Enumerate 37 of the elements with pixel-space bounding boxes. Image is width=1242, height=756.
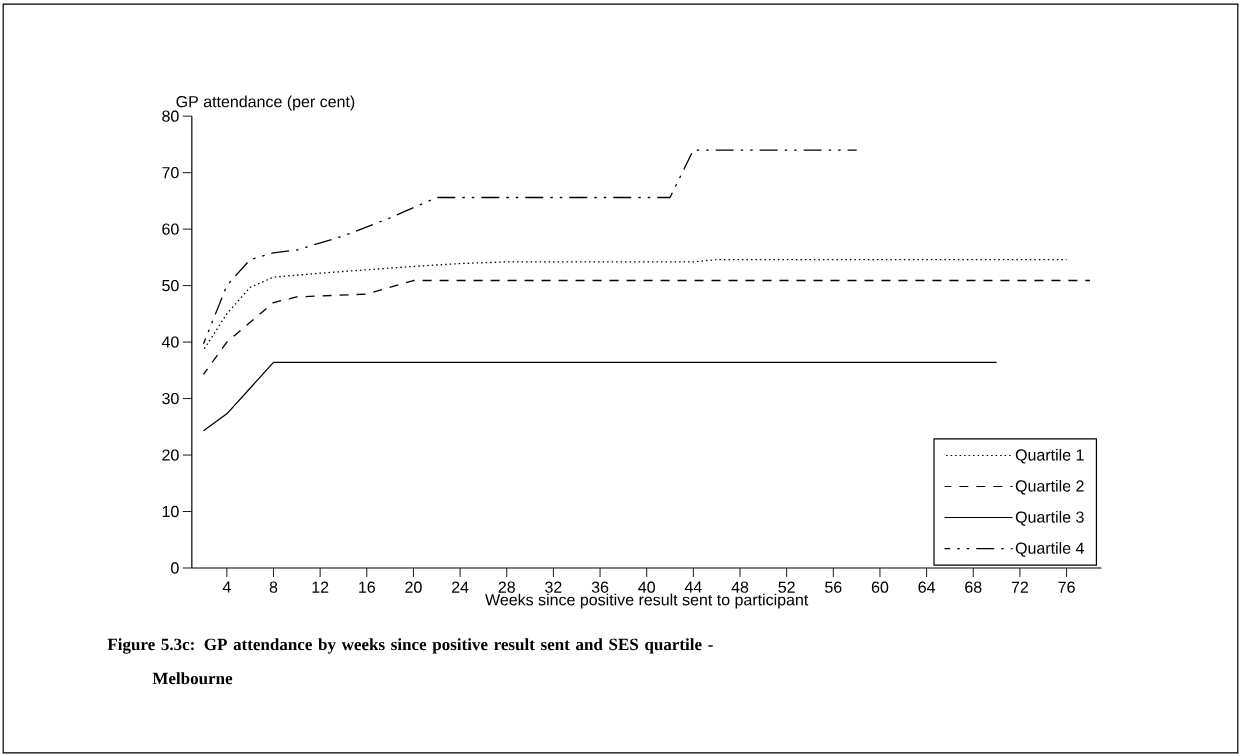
- x-tick-label: 48: [731, 581, 749, 593]
- y-tick-label: 10: [162, 505, 179, 518]
- x-tick-label: 20: [405, 581, 422, 593]
- y-tick-label: 50: [162, 279, 179, 292]
- legend-label: Quartile 2: [1015, 479, 1084, 495]
- x-tick-label: 4: [222, 581, 231, 593]
- x-tick-label: 40: [638, 581, 655, 593]
- legend-label: Quartile 4: [1015, 542, 1084, 557]
- x-tick-label: 44: [684, 581, 702, 593]
- y-tick-label: 20: [162, 449, 179, 461]
- y-axis-title: GP attendance (per cent): [176, 95, 355, 111]
- line-series: [202, 279, 1091, 375]
- line-series: [202, 149, 858, 345]
- x-tick-label: 16: [359, 581, 375, 593]
- x-tick-label: 52: [778, 581, 795, 593]
- x-tick-label: 76: [1058, 581, 1075, 593]
- x-tick-label: 72: [1011, 581, 1029, 593]
- legend-label: Quartile 3: [1015, 510, 1084, 526]
- y-tick-label: 30: [162, 392, 179, 405]
- y-tick-label: 0: [171, 562, 179, 574]
- x-axis-title: Weeks since positive result sent to participant: [485, 593, 809, 609]
- x-tick-label: 8: [269, 581, 278, 593]
- x-tick-label: 68: [965, 581, 982, 593]
- x-tick-label: 24: [452, 581, 469, 593]
- text: Figure 5.3c: GP attendance by weeks since positive result sent and SES quartile - Melbourne: [107, 638, 713, 685]
- x-tick-label: 60: [871, 581, 889, 593]
- x-tick-label: 64: [918, 581, 936, 593]
- x-tick-label: 12: [312, 581, 329, 593]
- y-tick-label: 60: [162, 223, 179, 235]
- y-tick-label: 40: [161, 336, 179, 348]
- x-tick-label: 56: [825, 581, 842, 593]
- x-tick-label: 36: [591, 581, 609, 593]
- y-tick-label: 80: [162, 110, 179, 122]
- y-tick-label: 70: [162, 166, 179, 179]
- x-tick-label: 32: [545, 581, 562, 593]
- legend-label: Quartile 1: [1015, 448, 1084, 464]
- x-tick-label: 28: [498, 581, 515, 593]
